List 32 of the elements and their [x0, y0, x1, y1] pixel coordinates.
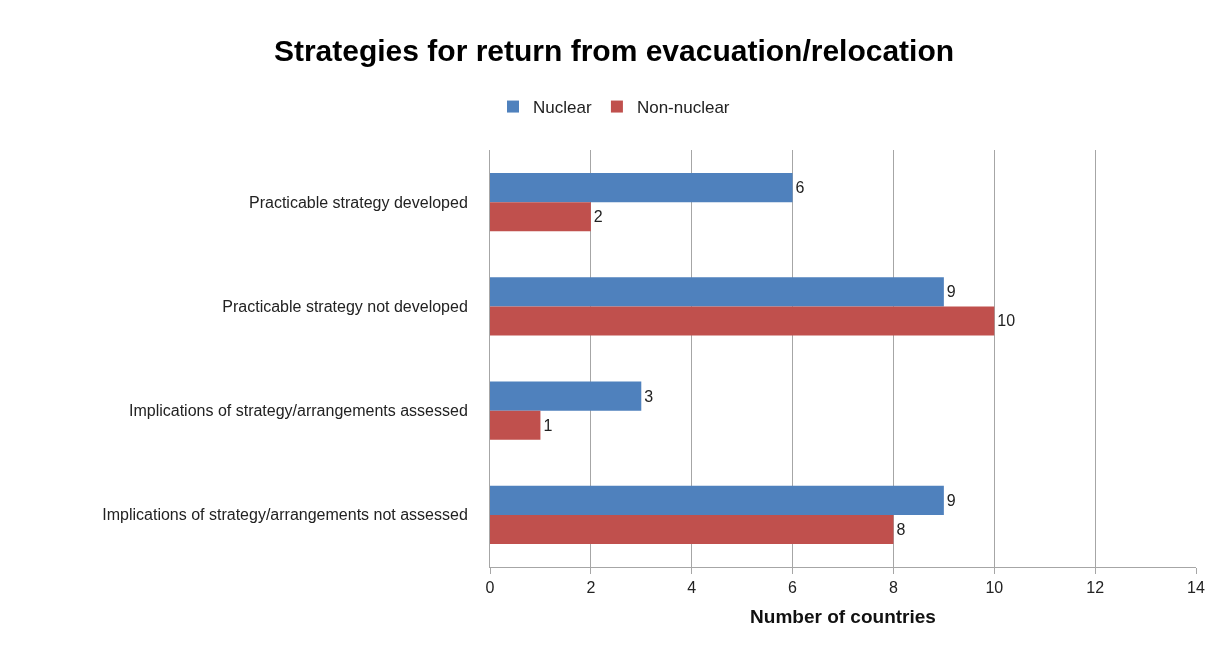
- bar: [490, 277, 944, 307]
- bar: [490, 172, 793, 203]
- data-label: 3: [644, 387, 654, 405]
- x-tick-label: 2: [586, 579, 596, 597]
- y-tick-label: Implications of strategy/arrangements not assessed: [102, 506, 468, 524]
- x-tick-label: 10: [985, 579, 1004, 597]
- data-label: 9: [946, 491, 956, 509]
- data-label: 8: [896, 520, 906, 538]
- bar: [490, 306, 995, 336]
- data-label: 6: [795, 179, 805, 197]
- bar: [490, 410, 541, 440]
- x-tick-label: 0: [485, 579, 495, 597]
- y-tick-label: Practicable strategy developed: [249, 193, 468, 211]
- legend-label: Non-nuclear: [636, 98, 730, 118]
- bar: [490, 485, 944, 515]
- y-tick-label: Implications of strategy/arrangements assessed: [128, 402, 468, 420]
- x-tick-label: 12: [1086, 579, 1105, 597]
- x-tick-label: 8: [888, 579, 898, 597]
- chart-title: Strategies for return from evacuation/relocation: [273, 33, 955, 67]
- y-tick-label: Practicable strategy not developed: [222, 297, 468, 315]
- legend-label: Nuclear: [533, 98, 592, 118]
- x-tick-label: 4: [687, 579, 697, 597]
- x-tick-label: 6: [788, 579, 798, 597]
- bar: [490, 514, 894, 545]
- data-label: 10: [997, 312, 1016, 330]
- x-tick-label: 14: [1187, 579, 1205, 597]
- data-label: 9: [946, 283, 956, 301]
- data-label: 2: [593, 208, 603, 226]
- data-label: 1: [543, 416, 553, 434]
- bar: [490, 381, 642, 411]
- x-axis-title: Number of countries: [750, 606, 936, 627]
- bar: [490, 202, 591, 232]
